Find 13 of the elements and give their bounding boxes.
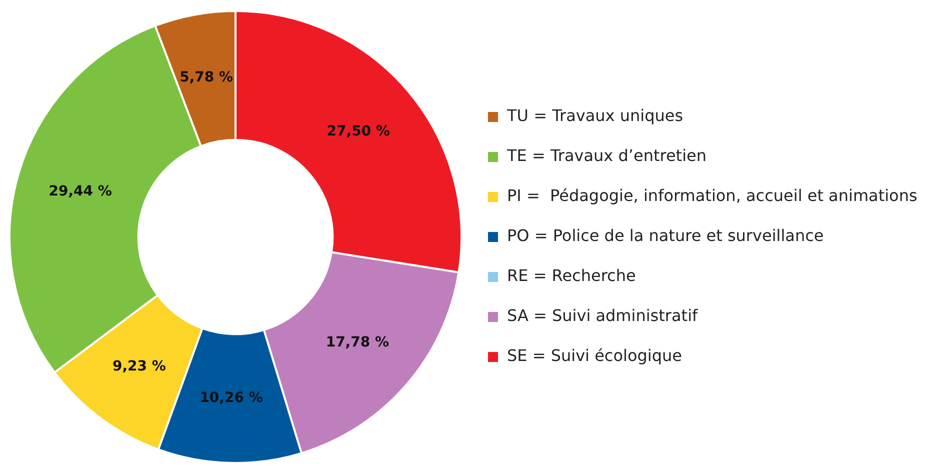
data-label: 27,50 % [326, 124, 390, 140]
data-label: 5,78 % [180, 70, 234, 86]
legend-label: TU = Travaux uniques [506, 106, 684, 126]
legend-label: PI = Pédagogie, information, accueil et animations [507, 186, 918, 206]
legend-label: TE = Travaux d’entretien [506, 146, 707, 166]
data-label: 9,23 % [112, 358, 166, 374]
legend-label: SA = Suivi administratif [507, 306, 698, 326]
data-label: 10,26 % [200, 390, 263, 406]
legend-label: RE = Recherche [507, 266, 636, 286]
legend-label: PO = Police de la nature et surveillance [507, 226, 824, 246]
data-label: 17,78 % [326, 334, 390, 351]
data-label: 29,44 % [48, 184, 112, 200]
legend-label: SE = Suivi écologique [507, 346, 682, 366]
